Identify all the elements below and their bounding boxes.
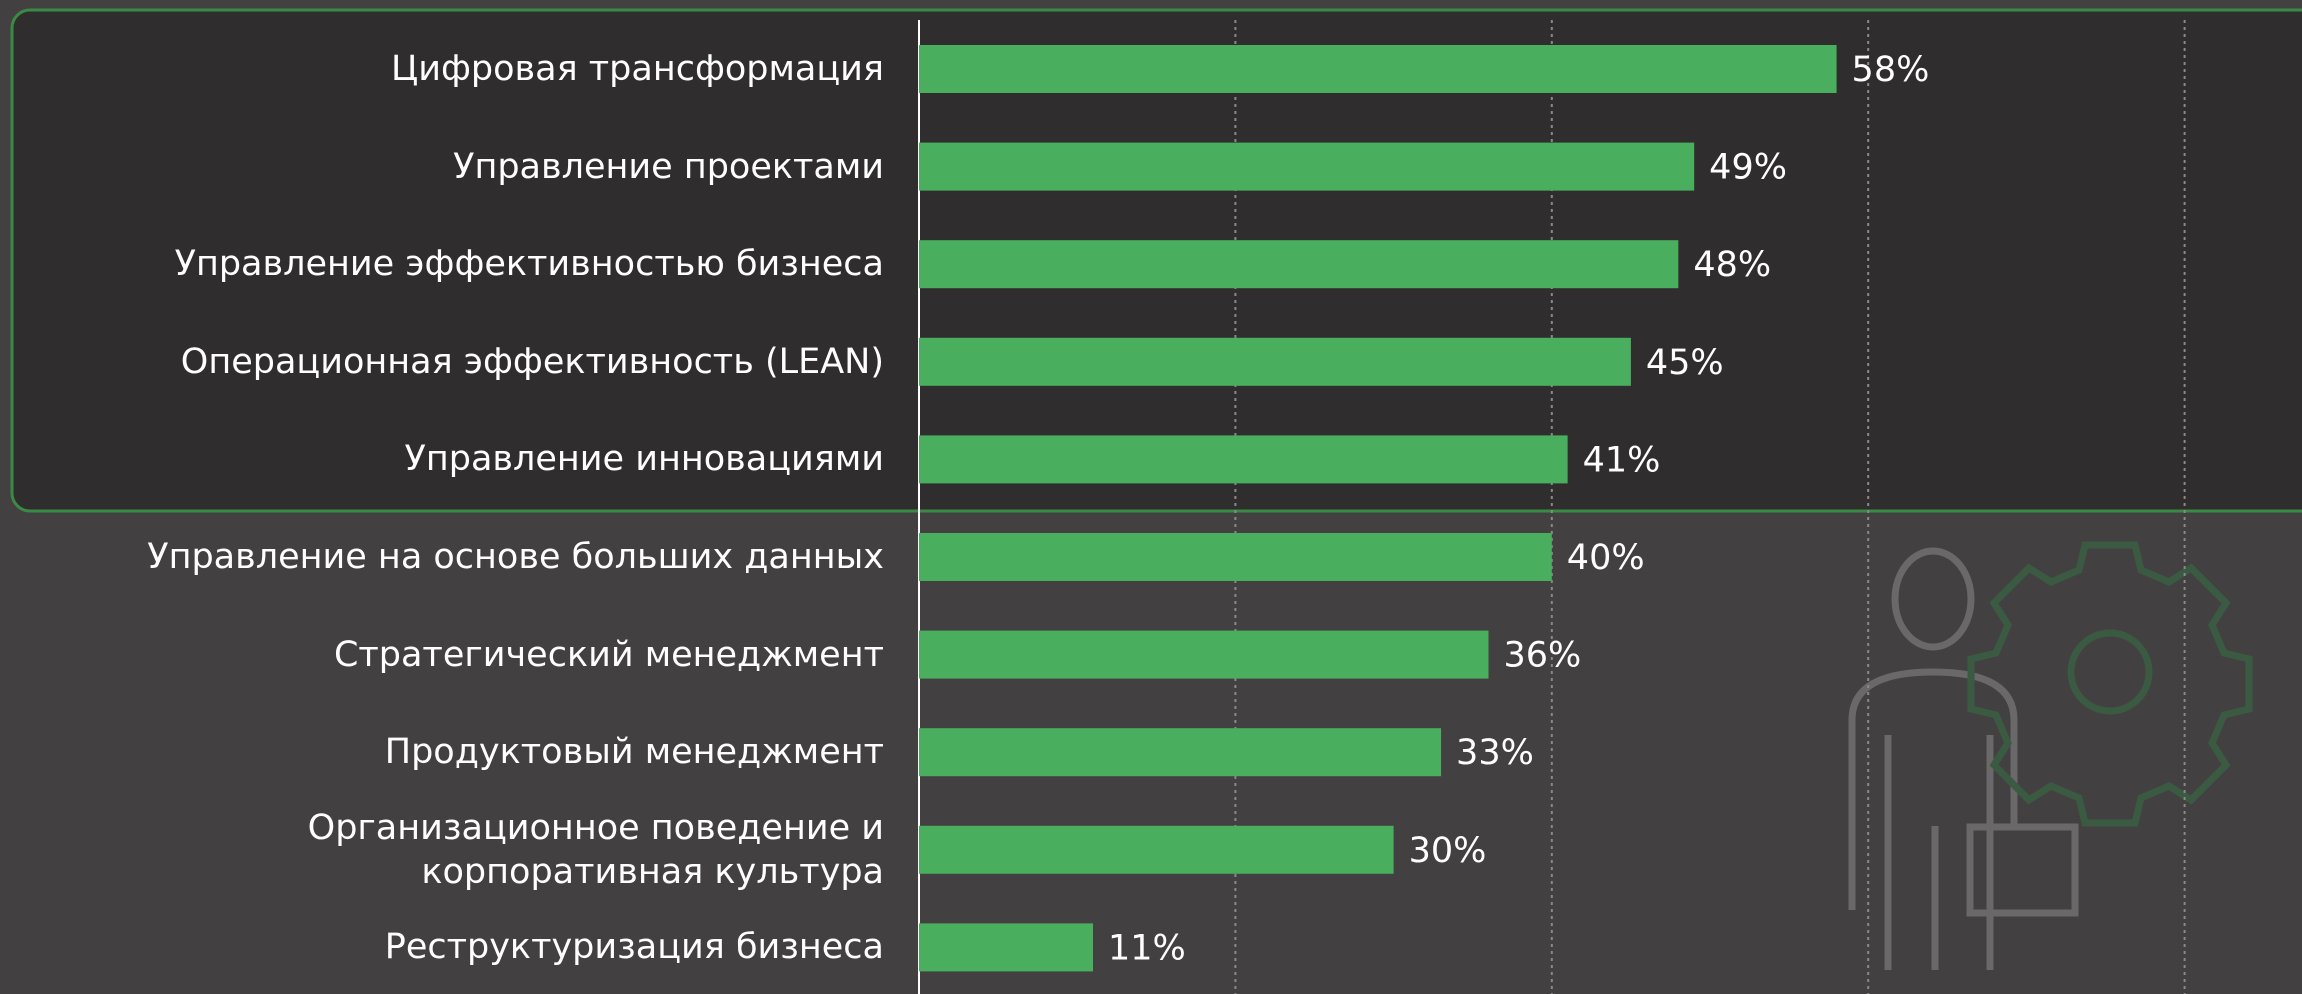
gear-icon: [1967, 541, 2253, 827]
bar: [919, 435, 1568, 484]
value-label: 33%: [1456, 733, 1534, 773]
category-label: Реструктуризация бизнеса: [384, 927, 884, 968]
bar: [919, 923, 1094, 972]
value-label: 41%: [1583, 440, 1661, 480]
bar: [919, 825, 1394, 874]
category-label: Организационное поведение и корпоративна…: [307, 807, 884, 892]
category-label: Управление инновациями: [404, 439, 884, 480]
value-label: 45%: [1646, 343, 1724, 383]
value-label: 36%: [1504, 636, 1582, 676]
bar: [919, 240, 1679, 289]
category-label: Цифровая трансформация: [391, 49, 884, 89]
bar: [919, 728, 1442, 777]
value-label: 48%: [1693, 245, 1771, 285]
value-label: 40%: [1567, 538, 1645, 578]
value-label: 30%: [1409, 831, 1487, 871]
category-label: Управление проектами: [453, 146, 884, 187]
category-label: Продуктовый менеджмент: [384, 732, 884, 773]
category-label: Управление эффективностью бизнеса: [174, 244, 884, 285]
value-label: 49%: [1709, 148, 1787, 188]
category-label: Управление на основе больших данных: [147, 537, 884, 577]
value-label: 58%: [1852, 50, 1930, 90]
bar: [919, 142, 1695, 191]
bar: [919, 630, 1489, 679]
category-label: Операционная эффективность (LEAN): [180, 341, 884, 382]
bar: [919, 533, 1552, 581]
category-label: Стратегический менеджмент: [333, 634, 884, 675]
value-label: 11%: [1108, 928, 1186, 968]
bar: [919, 45, 1837, 93]
bar: [919, 337, 1631, 386]
person-icon: [1848, 547, 2079, 970]
